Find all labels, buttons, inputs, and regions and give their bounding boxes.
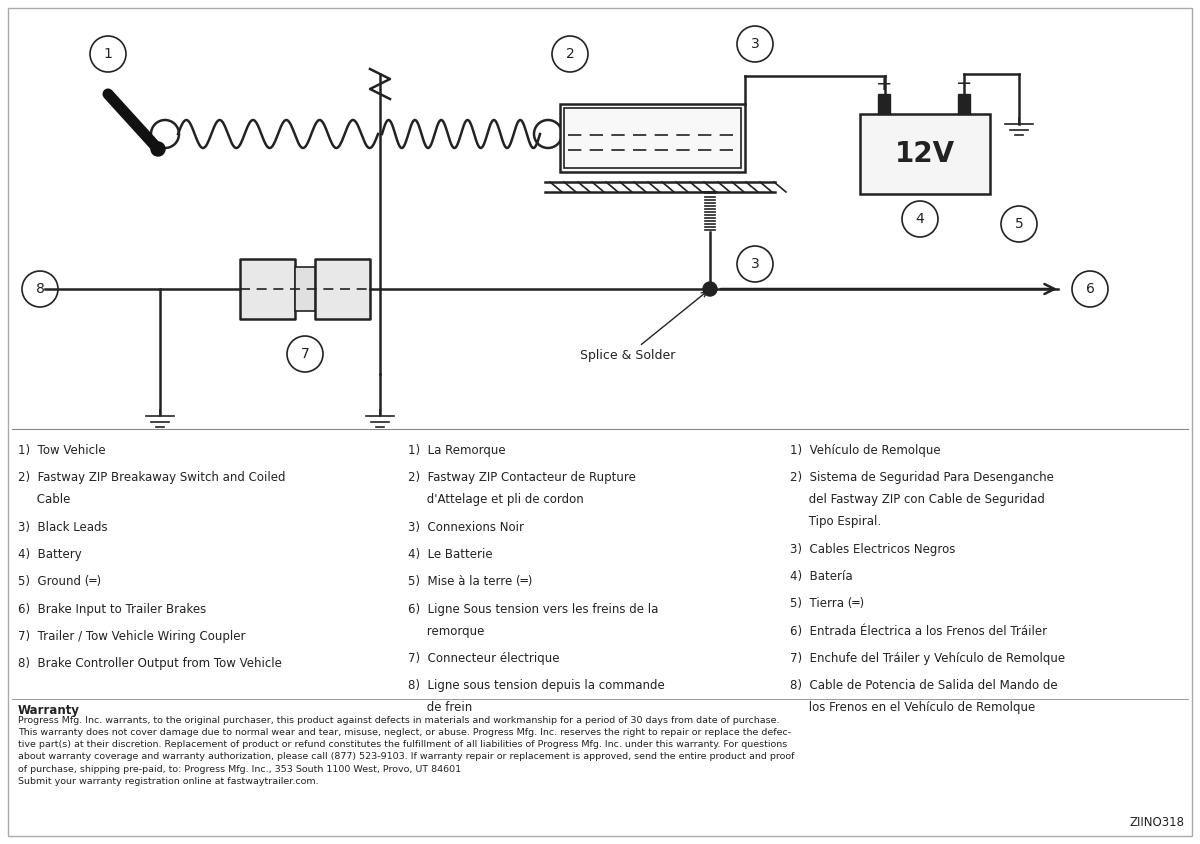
Text: Progress Mfg. Inc. warrants, to the original purchaser, this product against def: Progress Mfg. Inc. warrants, to the orig… <box>18 716 794 786</box>
Text: los Frenos en el Vehículo de Remolque: los Frenos en el Vehículo de Remolque <box>790 701 1036 714</box>
Text: 8)  Cable de Potencia de Salida del Mando de: 8) Cable de Potencia de Salida del Mando… <box>790 679 1057 692</box>
Bar <box>240 259 295 319</box>
Text: 3)  Connexions Noir: 3) Connexions Noir <box>408 521 524 533</box>
Text: 8)  Ligne sous tension depuis la commande: 8) Ligne sous tension depuis la commande <box>408 679 665 692</box>
Bar <box>564 108 742 168</box>
Text: 7)  Trailer / Tow Vehicle Wiring Coupler: 7) Trailer / Tow Vehicle Wiring Coupler <box>18 630 246 643</box>
Text: 4)  Le Batterie: 4) Le Batterie <box>408 548 493 561</box>
Text: 6)  Brake Input to Trailer Brakes: 6) Brake Input to Trailer Brakes <box>18 603 206 615</box>
Text: 6: 6 <box>1086 282 1094 296</box>
Text: 3)  Cables Electricos Negros: 3) Cables Electricos Negros <box>790 543 955 556</box>
Text: 4)  Battery: 4) Battery <box>18 548 82 561</box>
Text: 4)  Batería: 4) Batería <box>790 570 853 583</box>
Text: 7)  Connecteur électrique: 7) Connecteur électrique <box>408 652 559 665</box>
Text: 2)  Sistema de Seguridad Para Desenganche: 2) Sistema de Seguridad Para Desenganche <box>790 471 1054 484</box>
Text: +: + <box>876 74 893 94</box>
Bar <box>295 267 314 311</box>
Text: 1: 1 <box>103 47 113 61</box>
Text: d'Attelage et pli de cordon: d'Attelage et pli de cordon <box>408 494 583 506</box>
Text: 4: 4 <box>916 212 924 226</box>
Bar <box>860 114 990 194</box>
Text: −: − <box>956 74 972 94</box>
Text: Splice & Solder: Splice & Solder <box>580 292 707 362</box>
Text: 8)  Brake Controller Output from Tow Vehicle: 8) Brake Controller Output from Tow Vehi… <box>18 657 282 670</box>
Text: del Fastway ZIP con Cable de Seguridad: del Fastway ZIP con Cable de Seguridad <box>790 494 1045 506</box>
Text: 5: 5 <box>1015 217 1024 231</box>
Text: remorque: remorque <box>408 625 485 638</box>
Text: 5)  Ground (═): 5) Ground (═) <box>18 576 101 588</box>
Text: 7)  Enchufe del Tráiler y Vehículo de Remolque: 7) Enchufe del Tráiler y Vehículo de Rem… <box>790 652 1066 665</box>
Text: 2)  Fastway ZIP Breakaway Switch and Coiled: 2) Fastway ZIP Breakaway Switch and Coil… <box>18 471 286 484</box>
Bar <box>958 94 970 114</box>
Text: 3: 3 <box>751 37 760 51</box>
Text: 1)  La Remorque: 1) La Remorque <box>408 444 505 457</box>
Text: de frein: de frein <box>408 701 473 714</box>
Text: 5)  Mise à la terre (═): 5) Mise à la terre (═) <box>408 576 533 588</box>
Circle shape <box>703 282 718 296</box>
Text: Tipo Espiral.: Tipo Espiral. <box>790 516 881 528</box>
Text: 5)  Tierra (═): 5) Tierra (═) <box>790 598 864 610</box>
Text: 1)  Vehículo de Remolque: 1) Vehículo de Remolque <box>790 444 941 457</box>
Text: ZIINO318: ZIINO318 <box>1130 816 1186 829</box>
Text: 12V: 12V <box>895 140 955 168</box>
Text: 1)  Tow Vehicle: 1) Tow Vehicle <box>18 444 106 457</box>
Text: 3)  Black Leads: 3) Black Leads <box>18 521 108 533</box>
Text: Warranty: Warranty <box>18 704 80 717</box>
Text: Cable: Cable <box>18 494 71 506</box>
Circle shape <box>151 142 166 156</box>
Text: 3: 3 <box>751 257 760 271</box>
Bar <box>878 94 890 114</box>
Text: 2)  Fastway ZIP Contacteur de Rupture: 2) Fastway ZIP Contacteur de Rupture <box>408 471 636 484</box>
Text: 7: 7 <box>301 347 310 361</box>
Text: 8: 8 <box>36 282 44 296</box>
Bar <box>560 104 745 172</box>
Text: 6)  Ligne Sous tension vers les freins de la: 6) Ligne Sous tension vers les freins de… <box>408 603 659 615</box>
Bar <box>314 259 370 319</box>
Text: 2: 2 <box>565 47 575 61</box>
Text: 6)  Entrada Électrica a los Frenos del Tráiler: 6) Entrada Électrica a los Frenos del Tr… <box>790 625 1048 638</box>
